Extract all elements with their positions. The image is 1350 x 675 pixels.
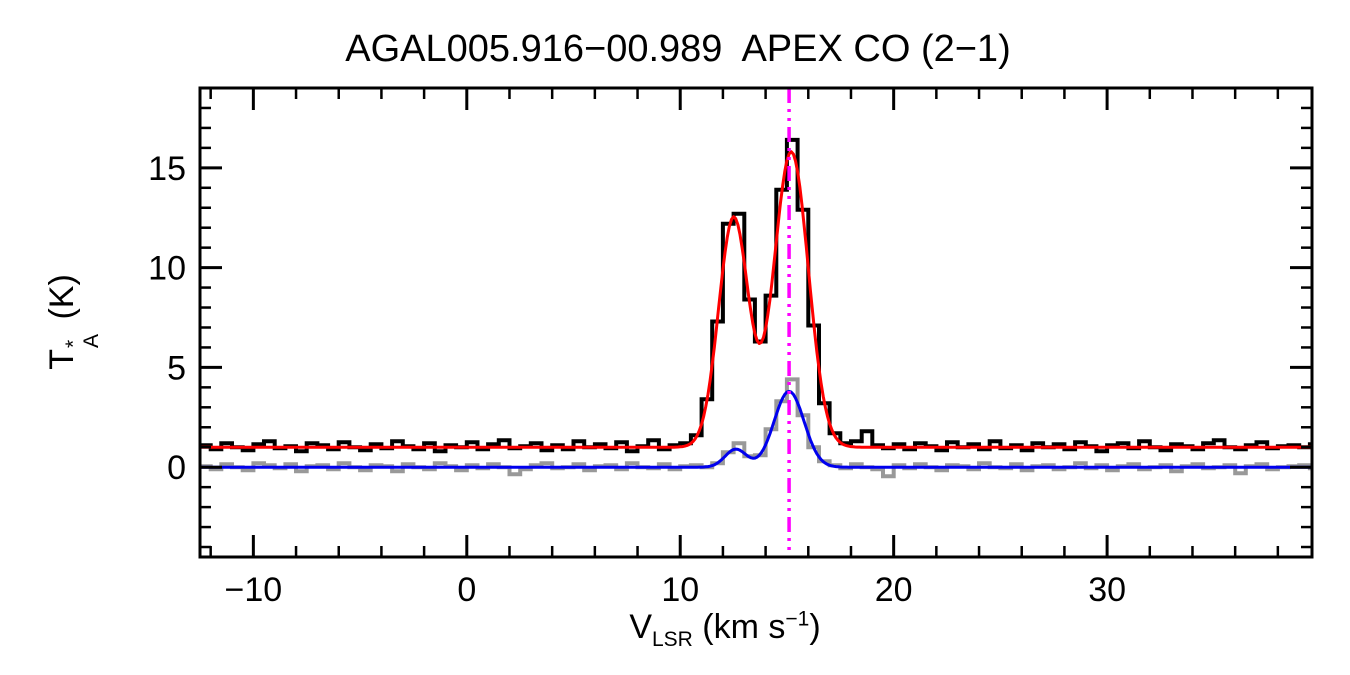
secondary-spectrum-histogram <box>200 377 1312 479</box>
x-axis-label: VLSR (km s−1) <box>629 607 821 650</box>
x-axis-label-base: V <box>629 608 652 646</box>
x-tick-label: 0 <box>457 571 476 609</box>
x-axis-label-mid: (km s <box>692 608 786 646</box>
x-tick-label: 30 <box>1088 571 1126 609</box>
observed-spectrum-histogram <box>200 137 1312 454</box>
y-axis-label: T * A (K) <box>42 274 104 370</box>
chart-title: AGAL005.916−00.989 APEX CO (2−1) <box>345 28 1011 70</box>
x-tick-label: 20 <box>875 571 913 609</box>
y-tick-label: 10 <box>148 250 186 288</box>
x-axis-label-sub: LSR <box>652 627 693 651</box>
x-tick-label: −10 <box>225 571 283 609</box>
y-tick-label: 5 <box>167 349 186 387</box>
gaussian-fit-main <box>200 150 1312 449</box>
gaussian-fit-secondary <box>200 389 1312 469</box>
plot-frame <box>198 86 1314 559</box>
x-axis-label-end: ) <box>809 608 821 646</box>
y-axis-label-unit: (K) <box>42 274 81 329</box>
y-axis-label-sub: A <box>80 333 104 349</box>
x-axis-label-sup: −1 <box>785 607 810 631</box>
y-axis-label-base: T <box>42 349 81 370</box>
series-layer <box>200 88 1312 557</box>
axes-layer: −10 0 10 20 30 0 5 10 15 <box>148 86 1314 609</box>
y-tick-label: 0 <box>167 449 186 487</box>
y-tick-label: 15 <box>148 150 186 188</box>
x-tick-label: 10 <box>661 571 699 609</box>
y-axis-label-supsub: * A <box>62 333 104 349</box>
